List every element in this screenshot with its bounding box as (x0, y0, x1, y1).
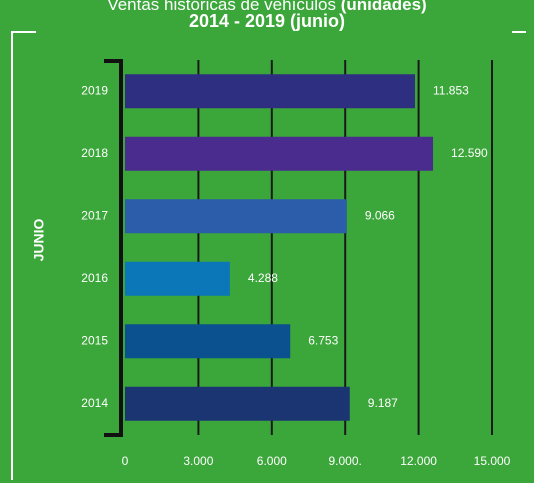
x-tick-label: 0 (122, 454, 129, 468)
value-label: 9.187 (368, 396, 398, 410)
bar (125, 74, 416, 109)
x-tick-label: 9.000. (329, 454, 362, 468)
x-tick-label: 6.000 (257, 454, 287, 468)
x-tick-label: 12.000 (400, 454, 437, 468)
axis-bracket (104, 59, 123, 437)
value-label: 4.288 (248, 271, 278, 285)
value-label: 12.590 (451, 146, 488, 160)
x-tick-label: 3.000 (183, 454, 213, 468)
chart-subtitle: 2014 - 2019 (junio) (189, 11, 345, 31)
chart-title: Ventas históricas de vehículos (unidades… (107, 0, 426, 14)
bar (125, 199, 347, 234)
y-tick-label: 2014 (81, 396, 108, 410)
y-tick-label: 2018 (81, 146, 108, 160)
y-tick-label: 2017 (81, 208, 108, 222)
y-tick-label: 2016 (81, 271, 108, 285)
value-label: 11.853 (433, 83, 469, 97)
value-label: 6.753 (308, 333, 338, 347)
x-tick-label: 15.000 (474, 454, 511, 468)
bar (125, 324, 291, 359)
frame-left (11, 31, 36, 480)
bar (125, 261, 230, 296)
y-axis-label: JUNIO (31, 219, 47, 262)
bar (125, 136, 434, 171)
y-tick-label: 2019 (81, 83, 108, 97)
value-label: 9.066 (365, 208, 395, 222)
y-tick-label: 2015 (81, 333, 108, 347)
bar (125, 386, 350, 421)
